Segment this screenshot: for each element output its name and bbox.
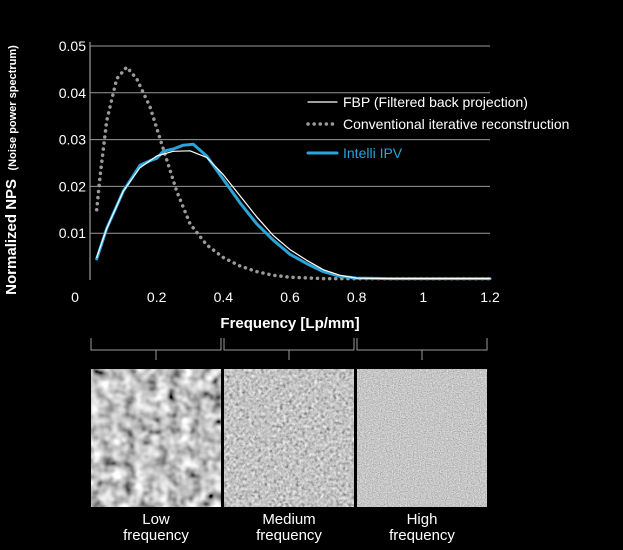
tile-label-high: High frequency <box>357 512 487 544</box>
legend-label-0: FBP (Filtered back projection) <box>343 94 528 110</box>
x-axis-label: Frequency [Lp/mm] <box>220 315 359 332</box>
x-tick-labels: 0 0.2 0.4 0.6 0.8 1 1.2 <box>71 289 500 305</box>
y-axis-label-sub: (Noise power spectrum) <box>7 45 19 171</box>
tile-label-low-line2: frequency <box>123 527 189 544</box>
tile-label-low-line1: Low <box>142 511 170 528</box>
tile-label-low: Low frequency <box>91 512 221 544</box>
frequency-band-brackets <box>90 338 488 360</box>
legend-label-2: Intelli IPV <box>343 145 403 161</box>
legend-label-1: Conventional iterative reconstruction <box>343 116 569 132</box>
legend: FBP (Filtered back projection) Convention… <box>306 94 569 161</box>
x-tick-label-4: 0.8 <box>347 289 367 305</box>
y-tick-label-3: 0.04 <box>59 85 86 101</box>
tile-label-medium-line2: frequency <box>256 527 322 544</box>
series-line-2 <box>95 142 492 281</box>
x-tick-label-6: 1.2 <box>480 289 500 305</box>
y-tick-labels: 0.01 0.02 0.03 0.04 0.05 <box>59 38 86 241</box>
x-tick-label-1: 0.2 <box>147 289 167 305</box>
bracket-1 <box>223 338 355 351</box>
y-tick-label-4: 0.05 <box>59 38 86 54</box>
x-tick-label-0: 0 <box>71 289 79 305</box>
y-axis-label-main: Normalized NPS <box>3 179 20 295</box>
series-lines <box>94 65 492 281</box>
x-tick-label-5: 1 <box>419 289 427 305</box>
tile-label-medium-line1: Medium <box>262 511 316 528</box>
grid-lines <box>89 42 490 280</box>
tile-label-high-line2: frequency <box>389 527 455 544</box>
y-tick-label-0: 0.01 <box>59 225 86 241</box>
y-tick-label-2: 0.03 <box>59 132 86 148</box>
bracket-0 <box>90 338 222 351</box>
tile-label-high-line1: High <box>406 511 438 528</box>
nps-chart: 0.01 0.02 0.03 0.04 0.05 0 0.2 0.4 0.6 0.8 1 1.2 F… <box>3 38 569 360</box>
bracket-2 <box>356 338 488 351</box>
x-tick-label-3: 0.6 <box>280 289 300 305</box>
series-line-0 <box>96 150 491 280</box>
noise-tile-high <box>357 369 487 507</box>
noise-tile-medium <box>224 369 354 507</box>
noise-tile-low <box>91 369 221 507</box>
series-line-1 <box>94 65 492 281</box>
x-tick-label-2: 0.4 <box>214 289 234 305</box>
tile-label-medium: Medium frequency <box>224 512 354 544</box>
y-axis-label: Normalized NPS (Noise power spectrum) <box>3 45 20 295</box>
y-tick-label-1: 0.02 <box>59 178 86 194</box>
